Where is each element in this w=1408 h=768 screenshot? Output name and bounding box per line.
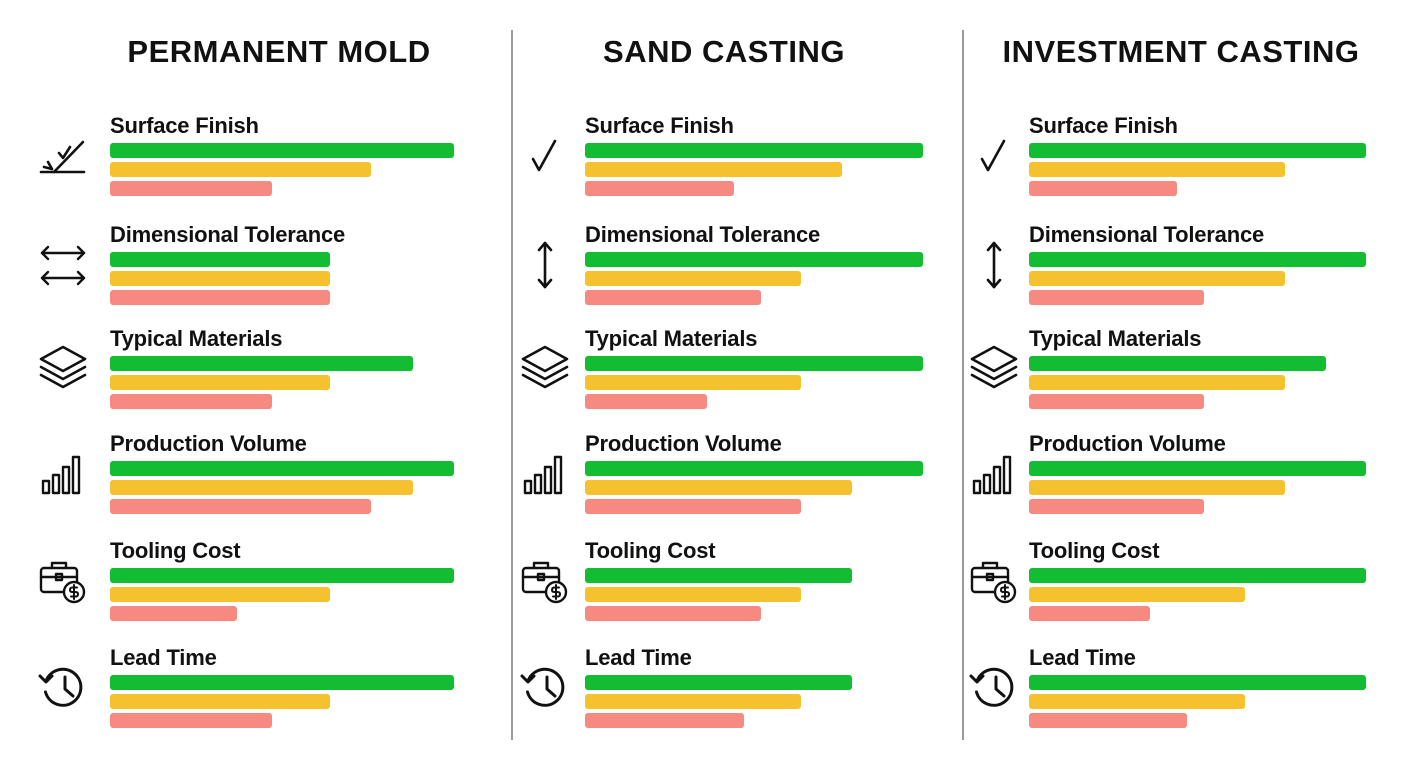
clock-history-icon — [518, 661, 572, 715]
bar-green — [1029, 356, 1326, 371]
bar-yellow — [110, 587, 330, 602]
layers-icon — [967, 342, 1021, 396]
metric-label: Dimensional Tolerance — [110, 222, 346, 247]
bar-yellow — [585, 375, 801, 390]
bar-green — [1029, 568, 1366, 583]
bar-red — [1029, 606, 1150, 621]
metric-label: Surface Finish — [110, 113, 259, 138]
layers-icon — [36, 342, 90, 396]
double-arrow-icon — [36, 238, 90, 292]
bar-yellow — [1029, 694, 1245, 709]
bar-red — [110, 606, 237, 621]
bar-yellow — [585, 162, 842, 177]
briefcase-dollar-icon — [967, 554, 1021, 608]
surface-finish-icon — [36, 129, 90, 183]
bar-red — [1029, 181, 1177, 196]
bar-red — [110, 181, 272, 196]
bar-green — [1029, 143, 1366, 158]
bar-yellow — [585, 480, 852, 495]
metric-label: Dimensional Tolerance — [585, 222, 821, 247]
bar-green — [110, 143, 454, 158]
bar-green — [585, 252, 923, 267]
bar-red — [585, 713, 744, 728]
bar-red — [1029, 713, 1187, 728]
bar-yellow — [1029, 480, 1285, 495]
clock-history-icon — [36, 661, 90, 715]
bar-red — [110, 499, 371, 514]
bar-red — [110, 713, 272, 728]
metric-label: Surface Finish — [585, 113, 734, 138]
bar-red — [585, 290, 761, 305]
bar-yellow — [585, 587, 801, 602]
metric-label: Tooling Cost — [585, 538, 716, 563]
metric-label: Lead Time — [1029, 645, 1136, 670]
bar-yellow — [110, 162, 371, 177]
clock-history-icon — [967, 661, 1021, 715]
bar-red — [585, 606, 761, 621]
metric-label: Lead Time — [585, 645, 692, 670]
bar-green — [585, 568, 852, 583]
bar-green — [585, 675, 852, 690]
metric-label: Production Volume — [585, 431, 782, 456]
bar-yellow — [1029, 271, 1285, 286]
metric-label: Production Volume — [1029, 431, 1226, 456]
bar-red — [110, 394, 272, 409]
chart-title: INVESTMENT CASTING — [1002, 34, 1360, 69]
metric-label: Tooling Cost — [1029, 538, 1160, 563]
bar-chart-icon — [36, 447, 90, 501]
bar-green — [585, 461, 923, 476]
column-divider — [511, 30, 513, 740]
bar-red — [1029, 394, 1204, 409]
bar-yellow — [1029, 162, 1285, 177]
layers-icon — [518, 342, 572, 396]
briefcase-dollar-icon — [36, 554, 90, 608]
bar-chart-icon — [518, 447, 572, 501]
check-mark-icon — [518, 129, 572, 183]
check-mark-icon — [967, 129, 1021, 183]
metric-label: Surface Finish — [1029, 113, 1178, 138]
bar-green — [110, 252, 330, 267]
briefcase-dollar-icon — [518, 554, 572, 608]
column-divider — [962, 30, 964, 740]
bar-yellow — [585, 271, 801, 286]
chart-title: PERMANENT MOLD — [127, 34, 431, 69]
bar-yellow — [585, 694, 801, 709]
bar-yellow — [110, 694, 330, 709]
bar-yellow — [110, 271, 330, 286]
bar-yellow — [1029, 587, 1245, 602]
bar-yellow — [110, 480, 413, 495]
bar-yellow — [110, 375, 330, 390]
metric-label: Typical Materials — [110, 326, 283, 351]
bar-red — [585, 181, 734, 196]
metric-label: Tooling Cost — [110, 538, 241, 563]
vertical-double-arrow-icon — [518, 238, 572, 292]
bar-green — [110, 675, 454, 690]
chart-title: SAND CASTING — [603, 34, 845, 69]
bar-green — [110, 568, 454, 583]
bar-yellow — [1029, 375, 1285, 390]
bar-green — [585, 356, 923, 371]
bar-red — [585, 499, 801, 514]
metric-label: Lead Time — [110, 645, 217, 670]
metric-label: Typical Materials — [1029, 326, 1202, 351]
metric-label: Typical Materials — [585, 326, 758, 351]
bar-red — [110, 290, 330, 305]
bar-green — [1029, 252, 1366, 267]
bar-red — [1029, 290, 1204, 305]
bar-green — [1029, 461, 1366, 476]
bar-green — [1029, 675, 1366, 690]
metric-label: Dimensional Tolerance — [1029, 222, 1265, 247]
bar-red — [585, 394, 707, 409]
vertical-double-arrow-icon — [967, 238, 1021, 292]
bar-green — [110, 461, 454, 476]
metric-label: Production Volume — [110, 431, 307, 456]
bar-green — [585, 143, 923, 158]
bar-green — [110, 356, 413, 371]
bar-chart-icon — [967, 447, 1021, 501]
bar-red — [1029, 499, 1204, 514]
